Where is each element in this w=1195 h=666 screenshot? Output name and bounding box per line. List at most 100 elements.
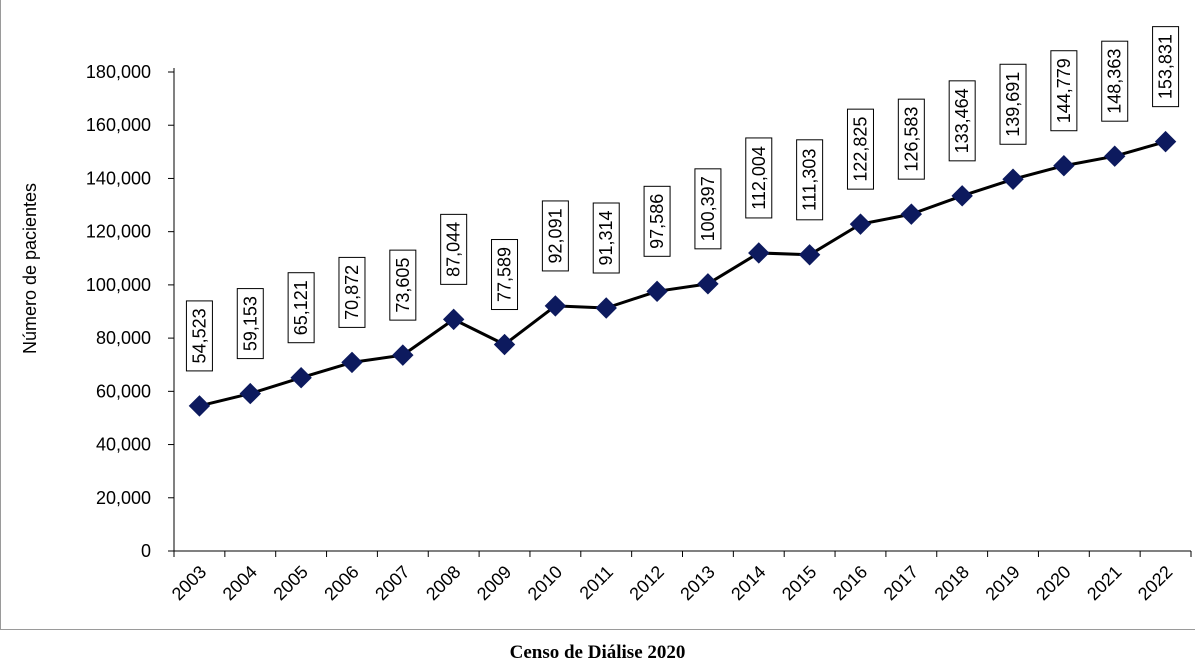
data-point-marker: [1154, 130, 1177, 153]
data-label: 111,303: [796, 139, 824, 221]
x-tick-label: 2007: [371, 562, 413, 604]
data-label: 77,589: [491, 239, 519, 311]
x-tick-label: 2003: [168, 562, 210, 604]
markers: [188, 130, 1177, 417]
y-tick-label: 120,000: [86, 222, 151, 242]
data-label-box: [236, 288, 264, 360]
x-tick-label: 2009: [473, 562, 515, 604]
data-label-text: 92,091: [545, 208, 565, 263]
data-point-marker: [1002, 168, 1024, 190]
data-label-text: 70,872: [342, 265, 362, 320]
data-label: 65,121: [287, 272, 315, 344]
data-label-text: 148,363: [1105, 49, 1125, 114]
x-tick-label: 2014: [727, 562, 769, 604]
data-label: 126,583: [897, 98, 925, 180]
data-label: 97,586: [643, 185, 671, 257]
data-label: 139,691: [999, 63, 1027, 145]
data-label-text: 100,397: [698, 176, 718, 241]
data-label-text: 144,779: [1054, 58, 1074, 123]
data-label: 87,044: [440, 213, 468, 285]
data-point-marker: [951, 185, 973, 207]
data-label-text: 153,831: [1156, 34, 1176, 99]
y-axis: 0 20,000 40,000 60,000 80,000 100,000 120,000 1…: [86, 62, 175, 561]
x-tick-label: 2022: [1134, 562, 1176, 604]
data-label-text: 112,004: [749, 146, 769, 210]
chart-frame: 0 20,000 40,000 60,000 80,000 100,000 120,000 1…: [0, 0, 1195, 630]
x-tick-label: 2013: [676, 562, 718, 604]
x-tick-label: 2017: [880, 562, 922, 604]
y-tick-label: 180,000: [86, 62, 151, 82]
y-tick-label: 60,000: [96, 381, 151, 401]
data-label-text: 73,605: [393, 258, 413, 313]
data-label-box: [440, 213, 468, 285]
x-tick-label: 2004: [219, 562, 261, 604]
data-point-marker: [493, 333, 516, 356]
x-tick-label: 2021: [1083, 562, 1125, 604]
data-label-text: 139,691: [1003, 72, 1023, 137]
data-label-box: [287, 272, 315, 344]
y-tick-label: 40,000: [96, 435, 151, 455]
data-label: 91,314: [592, 202, 620, 274]
data-labels: 54,523 59,153 65,121 70,872 73,605 87,044 77,5…: [185, 26, 1180, 372]
data-label-text: 65,121: [291, 280, 311, 335]
data-label-text: 54,523: [189, 308, 209, 363]
data-label-text: 97,586: [647, 194, 667, 249]
data-label-text: 91,314: [596, 210, 616, 265]
data-point-marker: [646, 280, 668, 303]
data-label-text: 133,464: [952, 88, 972, 153]
data-label-text: 126,583: [901, 107, 921, 172]
x-tick-label: 2020: [1032, 562, 1074, 604]
data-label-box: [694, 168, 722, 250]
data-label-text: 87,044: [444, 222, 464, 277]
data-point-marker: [697, 273, 719, 295]
y-tick-label: 20,000: [96, 488, 151, 508]
data-label: 70,872: [338, 256, 366, 328]
x-tick-label: 2016: [829, 562, 871, 604]
data-label-text: 77,589: [495, 247, 515, 302]
data-label-box: [592, 202, 620, 274]
x-tick-label: 2012: [625, 562, 667, 604]
data-label: 148,363: [1101, 40, 1129, 122]
data-label-text: 59,153: [240, 296, 260, 351]
chart-caption: Censo de Diálise 2020: [509, 642, 686, 663]
x-tick-label: 2010: [524, 562, 566, 604]
data-label: 54,523: [185, 300, 213, 372]
data-label-box: [541, 200, 569, 272]
data-point-marker: [748, 242, 770, 264]
data-point-marker: [239, 382, 261, 405]
data-point-marker: [544, 295, 567, 317]
data-point-marker: [442, 308, 465, 331]
data-label-box: [491, 239, 519, 311]
y-tick-label: 100,000: [86, 275, 151, 295]
data-point-marker: [900, 203, 923, 225]
x-tick-label: 2018: [931, 562, 973, 604]
data-label-text: 111,303: [800, 149, 820, 211]
y-tick-label: 160,000: [86, 115, 151, 135]
data-label: 73,605: [389, 249, 417, 321]
data-label-box: [897, 98, 925, 180]
data-point-marker: [290, 366, 312, 389]
y-tick-label: 140,000: [86, 168, 151, 188]
data-label-text: 122,825: [850, 117, 870, 182]
data-label-box: [948, 80, 976, 162]
y-axis-title: Número de pacientes: [20, 183, 40, 354]
data-point-marker: [849, 213, 872, 235]
data-point-marker: [1053, 155, 1075, 177]
x-tick-label: 2008: [422, 562, 464, 604]
data-label-box: [999, 63, 1027, 145]
line-chart: 0 20,000 40,000 60,000 80,000 100,000 120,000 1…: [20, 26, 1192, 604]
data-point-marker: [798, 244, 821, 266]
x-tick-label: 2011: [576, 562, 618, 604]
data-label: 122,825: [846, 108, 874, 190]
data-label-box: [389, 249, 417, 321]
x-tick-label: 2015: [778, 562, 820, 604]
x-tick-label: 2019: [981, 562, 1023, 604]
data-label-box: [745, 137, 773, 219]
data-point-marker: [392, 344, 414, 366]
x-axis: 2003 2004 2005 2006 2007 2008 2009 2010 2011 2012…: [168, 550, 1192, 604]
data-label-box: [796, 139, 824, 221]
data-label-box: [1152, 26, 1180, 108]
data-label-box: [846, 108, 874, 190]
data-point-marker: [595, 297, 617, 319]
data-label: 144,779: [1050, 50, 1078, 132]
